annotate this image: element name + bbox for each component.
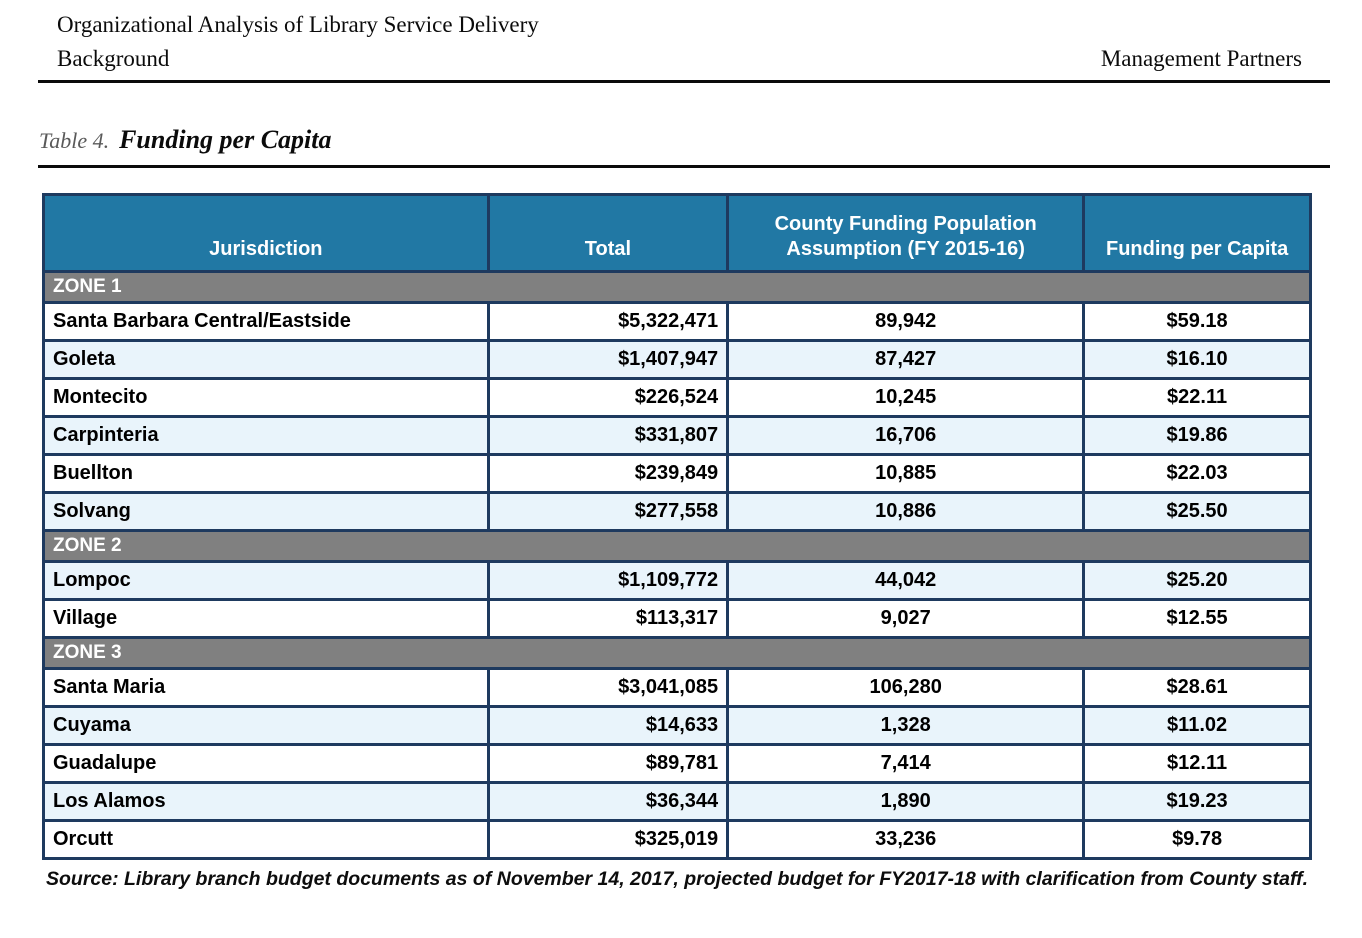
jurisdiction-cell: Santa Maria [42,667,490,708]
jurisdiction-cell: Cuyama [42,705,490,746]
total-cell: $14,633 [486,705,730,746]
column-header-jurisdiction: Jurisdiction [42,193,490,273]
doc-title: Organizational Analysis of Library Servi… [57,12,539,37]
per-capita-cell: $25.20 [1082,560,1312,601]
data-row: Lompoc $1,109,772 44,042 $25.20 [42,560,1312,601]
total-cell: $89,781 [486,743,730,784]
per-capita-cell: $12.11 [1082,743,1312,784]
data-row: Orcutt $325,019 33,236 $9.78 [42,819,1312,860]
per-capita-cell: $19.23 [1082,781,1312,822]
jurisdiction-cell: Lompoc [42,560,490,601]
data-row: Montecito $226,524 10,245 $22.11 [42,377,1312,418]
per-capita-cell: $28.61 [1082,667,1312,708]
total-cell: $36,344 [486,781,730,822]
total-cell: $331,807 [486,415,730,456]
zone-row: ZONE 1 [42,270,1312,304]
data-row: Santa Maria $3,041,085 106,280 $28.61 [42,667,1312,708]
per-capita-cell: $9.78 [1082,819,1312,860]
per-capita-cell: $25.50 [1082,491,1312,532]
funding-per-capita-table: Jurisdiction Total County Funding Popula… [42,193,1312,860]
column-header-per-capita: Funding per Capita [1082,193,1312,273]
zone-label: ZONE 1 [42,270,1312,304]
total-cell: $1,407,947 [486,339,730,380]
jurisdiction-cell: Orcutt [42,819,490,860]
data-row: Los Alamos $36,344 1,890 $19.23 [42,781,1312,822]
jurisdiction-cell: Buellton [42,453,490,494]
per-capita-cell: $19.86 [1082,415,1312,456]
data-row: Santa Barbara Central/Eastside $5,322,471… [42,301,1312,342]
zone-row: ZONE 2 [42,529,1312,563]
total-cell: $1,109,772 [486,560,730,601]
table-caption-title: Funding per Capita [119,125,332,154]
jurisdiction-cell: Los Alamos [42,781,490,822]
jurisdiction-cell: Guadalupe [42,743,490,784]
total-cell: $325,019 [486,819,730,860]
doc-author-label: Management Partners [1100,46,1302,71]
total-cell: $277,558 [486,491,730,532]
population-cell: 10,245 [726,377,1086,418]
per-capita-cell: $59.18 [1082,301,1312,342]
source-note: Source: Library branch budget documents … [46,868,1308,890]
table-caption-prefix: Table 4. [39,128,110,153]
column-header-population: County Funding Population Assumption (FY… [726,193,1086,273]
per-capita-cell: $22.03 [1082,453,1312,494]
data-row: Village $113,317 9,027 $12.55 [42,598,1312,639]
per-capita-cell: $22.11 [1082,377,1312,418]
data-row: Guadalupe $89,781 7,414 $12.11 [42,743,1312,784]
population-cell: 10,885 [726,453,1086,494]
jurisdiction-cell: Solvang [42,491,490,532]
data-row: Goleta $1,407,947 87,427 $16.10 [42,339,1312,380]
population-cell: 89,942 [726,301,1086,342]
total-cell: $113,317 [486,598,730,639]
total-cell: $5,322,471 [486,301,730,342]
per-capita-cell: $12.55 [1082,598,1312,639]
population-cell: 44,042 [726,560,1086,601]
jurisdiction-cell: Goleta [42,339,490,380]
population-cell: 33,236 [726,819,1086,860]
zone-row: ZONE 3 [42,636,1312,670]
zone-label: ZONE 3 [42,636,1312,670]
data-row: Cuyama $14,633 1,328 $11.02 [42,705,1312,746]
jurisdiction-cell: Santa Barbara Central/Eastside [42,301,490,342]
total-cell: $239,849 [486,453,730,494]
population-cell: 10,886 [726,491,1086,532]
data-row: Solvang $277,558 10,886 $25.50 [42,491,1312,532]
population-cell: 16,706 [726,415,1086,456]
jurisdiction-cell: Montecito [42,377,490,418]
population-cell: 1,890 [726,781,1086,822]
population-cell: 106,280 [726,667,1086,708]
population-cell: 1,328 [726,705,1086,746]
jurisdiction-cell: Village [42,598,490,639]
table-header-row: Jurisdiction Total County Funding Popula… [42,193,1312,273]
population-cell: 87,427 [726,339,1086,380]
zone-label: ZONE 2 [42,529,1312,563]
data-row: Carpinteria $331,807 16,706 $19.86 [42,415,1312,456]
per-capita-cell: $11.02 [1082,705,1312,746]
doc-running-header: Organizational Analysis of Library Servi… [38,6,1330,83]
table-caption: Table 4. Funding per Capita [38,125,1330,168]
per-capita-cell: $16.10 [1082,339,1312,380]
column-header-total: Total [486,193,730,273]
population-cell: 9,027 [726,598,1086,639]
doc-section-label: Background [57,46,170,71]
jurisdiction-cell: Carpinteria [42,415,490,456]
total-cell: $3,041,085 [486,667,730,708]
data-row: Buellton $239,849 10,885 $22.03 [42,453,1312,494]
population-cell: 7,414 [726,743,1086,784]
total-cell: $226,524 [486,377,730,418]
